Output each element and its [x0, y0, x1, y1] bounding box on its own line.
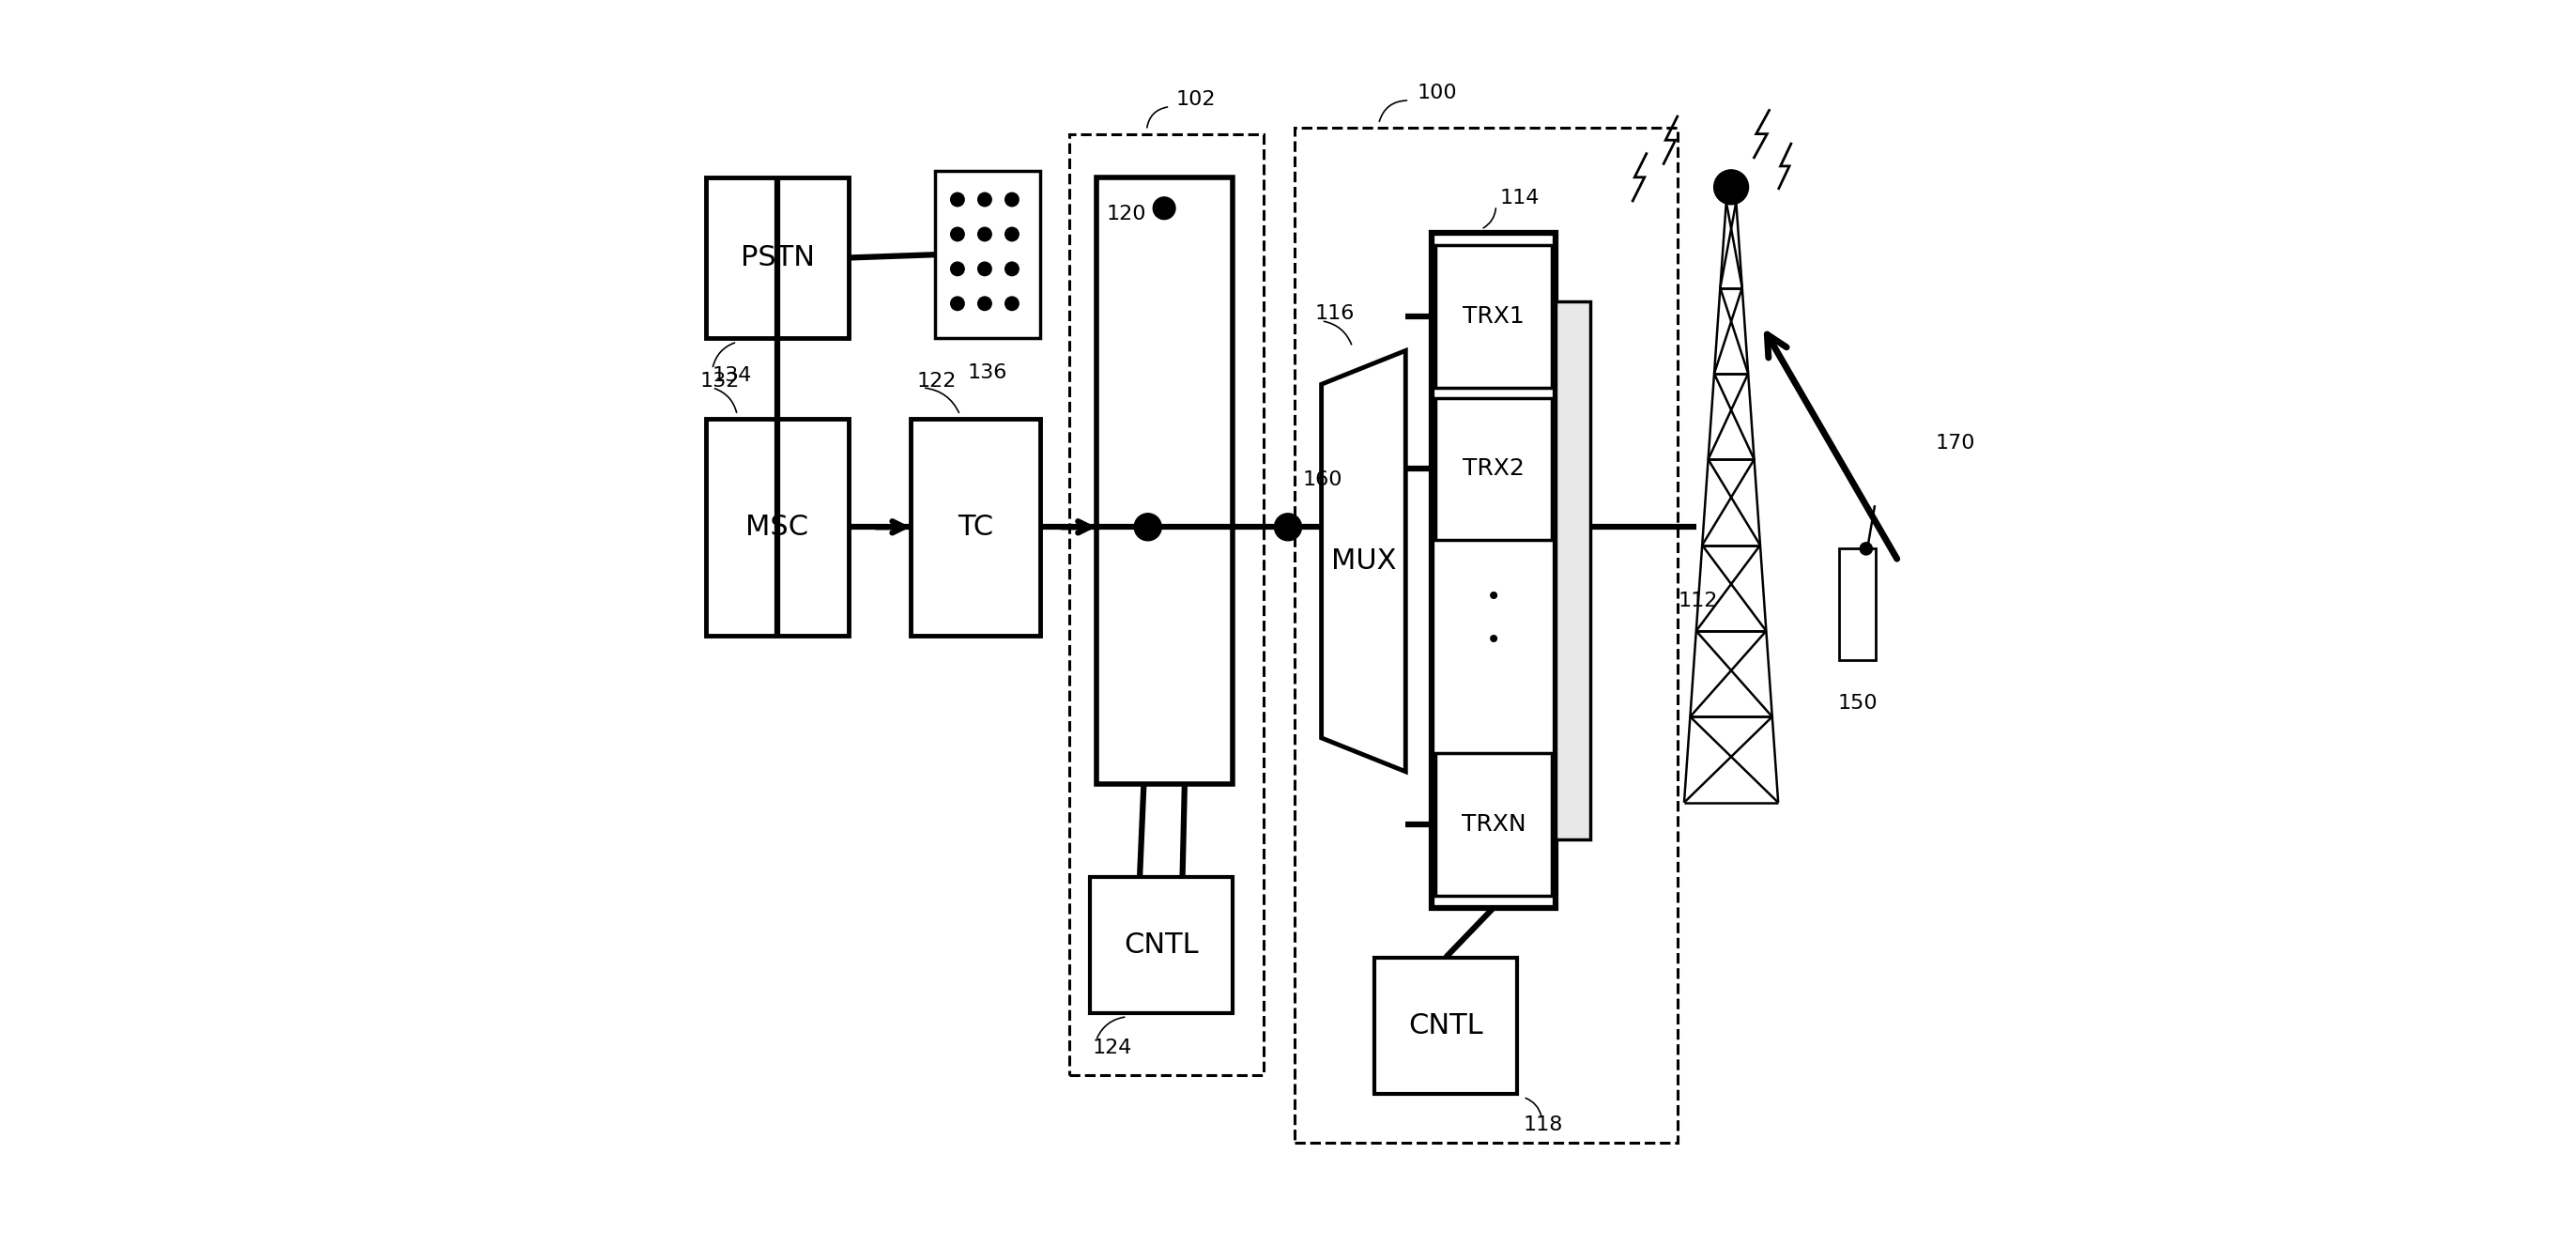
Circle shape — [951, 262, 963, 275]
Circle shape — [1713, 169, 1749, 204]
Text: 122: 122 — [917, 373, 956, 391]
Circle shape — [951, 297, 963, 310]
Text: CNTL: CNTL — [1123, 931, 1198, 958]
Bar — [1376, 957, 1517, 1094]
Text: 116: 116 — [1316, 304, 1355, 323]
Text: •: • — [1486, 627, 1502, 653]
Bar — [1435, 397, 1551, 540]
Text: CNTL: CNTL — [1409, 1012, 1484, 1039]
Circle shape — [951, 228, 963, 240]
Text: TRXN: TRXN — [1461, 812, 1525, 836]
Text: 100: 100 — [1417, 83, 1458, 102]
Circle shape — [979, 193, 992, 207]
Circle shape — [979, 262, 992, 275]
Text: 160: 160 — [1303, 471, 1342, 490]
Bar — [909, 419, 1041, 635]
Text: MUX: MUX — [1332, 547, 1396, 574]
Bar — [1432, 233, 1556, 908]
Circle shape — [1154, 197, 1175, 219]
Text: 102: 102 — [1175, 90, 1216, 108]
Text: TRX2: TRX2 — [1463, 457, 1525, 480]
Text: 132: 132 — [701, 373, 739, 391]
Text: 112: 112 — [1677, 592, 1718, 611]
Circle shape — [1005, 297, 1018, 310]
Circle shape — [979, 228, 992, 240]
Bar — [1090, 877, 1231, 1013]
Bar — [706, 419, 848, 635]
Circle shape — [1005, 228, 1018, 240]
Text: MSC: MSC — [747, 513, 809, 541]
Text: 120: 120 — [1105, 206, 1146, 224]
Text: 134: 134 — [714, 366, 752, 385]
Text: •: • — [1486, 584, 1502, 611]
Circle shape — [1860, 542, 1873, 554]
Text: 118: 118 — [1522, 1115, 1564, 1134]
Bar — [706, 177, 848, 338]
Text: 170: 170 — [1935, 434, 1976, 452]
Text: PSTN: PSTN — [739, 244, 814, 272]
Bar — [1435, 753, 1551, 896]
Bar — [1435, 245, 1551, 388]
Bar — [1097, 177, 1231, 784]
Text: 114: 114 — [1499, 189, 1540, 208]
Text: 136: 136 — [969, 364, 1007, 383]
Polygon shape — [1321, 350, 1406, 771]
Text: TC: TC — [958, 513, 994, 541]
Text: 150: 150 — [1837, 694, 1878, 713]
Circle shape — [1275, 513, 1301, 541]
Circle shape — [951, 193, 963, 207]
Bar — [1556, 302, 1589, 840]
Text: TRX1: TRX1 — [1463, 305, 1525, 328]
Circle shape — [1133, 513, 1162, 541]
Circle shape — [1005, 262, 1018, 275]
Circle shape — [1005, 193, 1018, 207]
Text: 124: 124 — [1092, 1038, 1133, 1057]
Circle shape — [979, 297, 992, 310]
Bar — [935, 171, 1041, 338]
Bar — [1293, 128, 1677, 1143]
Bar — [1839, 548, 1875, 660]
Bar — [1069, 133, 1262, 1075]
